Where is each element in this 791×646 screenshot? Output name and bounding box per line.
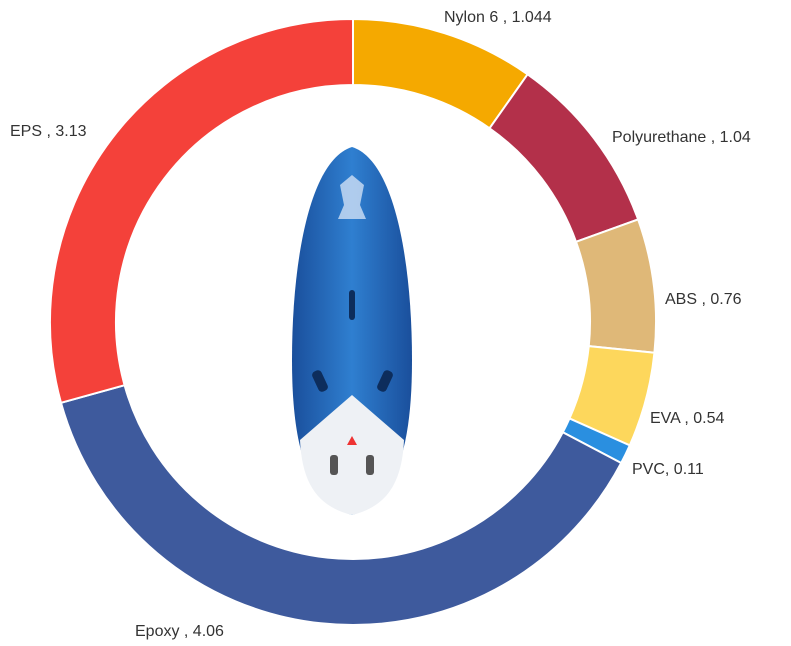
segment-label: Epoxy , 4.06: [135, 623, 224, 640]
segment-label: PVC, 0.11: [632, 461, 704, 478]
donut-segment: [59, 383, 623, 626]
board-illustration: [292, 147, 412, 515]
donut-segment: [49, 17, 354, 405]
donut-segment: [488, 72, 640, 244]
segment-label: Nylon 6 , 1.044: [444, 9, 552, 26]
segment-label: EVA , 0.54: [650, 410, 725, 427]
segment-label: ABS , 0.76: [665, 291, 742, 308]
donut-segment: [574, 218, 657, 354]
segment-label: Polyurethane , 1.04: [612, 129, 751, 146]
segment-label: EPS , 3.13: [10, 123, 87, 140]
